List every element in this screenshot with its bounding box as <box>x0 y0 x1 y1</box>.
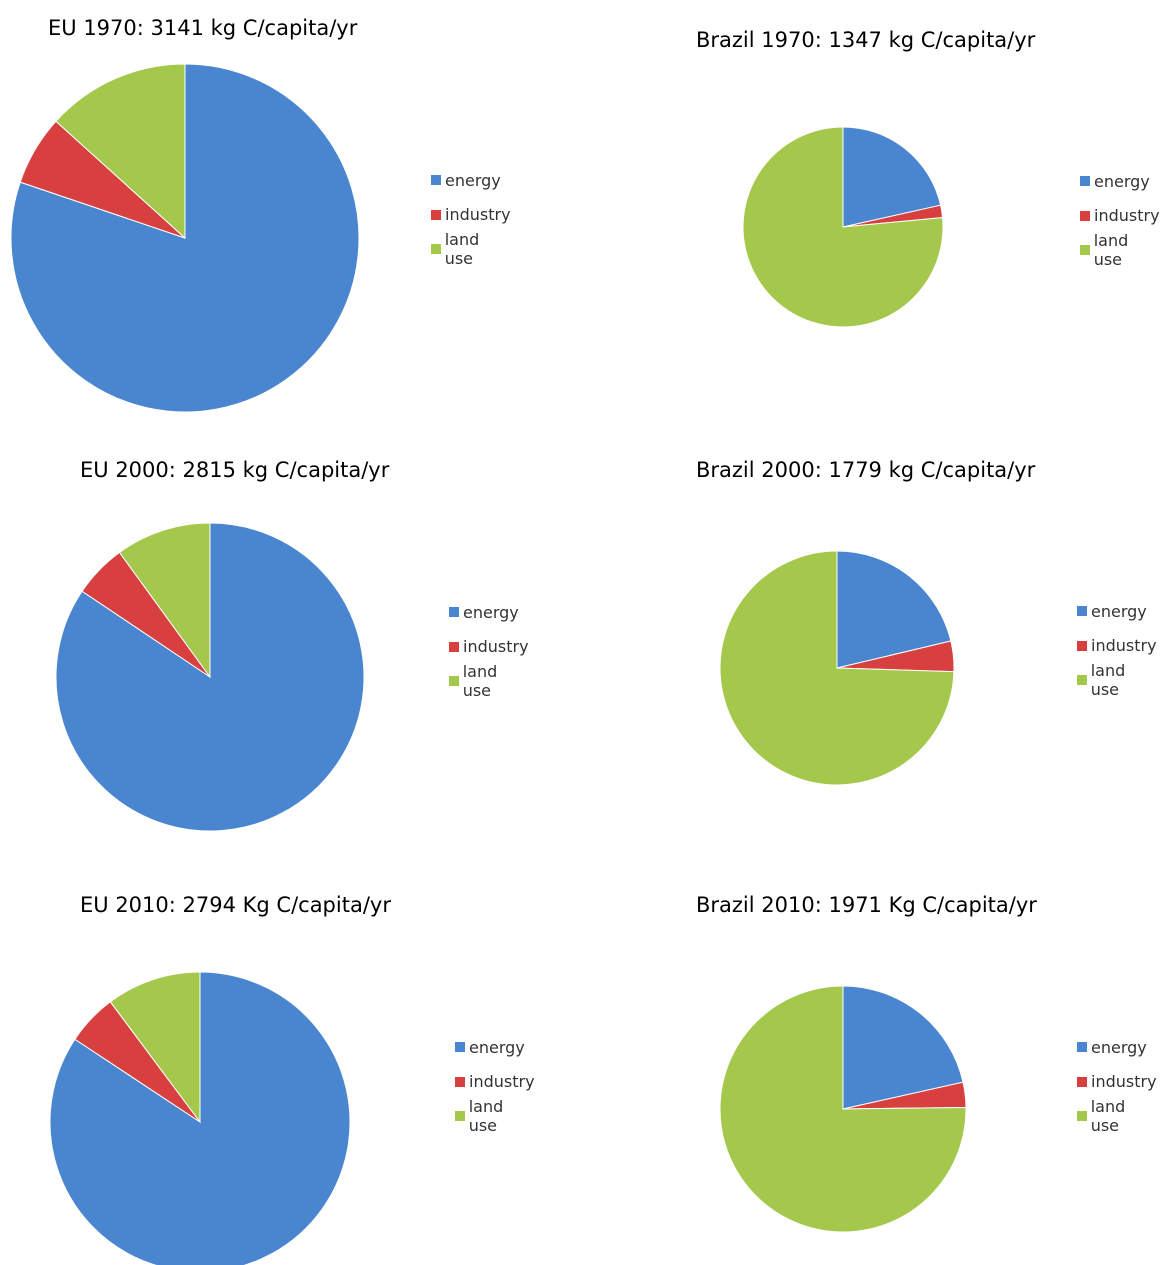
legend-label: industry <box>1091 636 1157 656</box>
legend-swatch <box>1077 606 1087 617</box>
pie-slice-energy <box>842 985 964 1110</box>
chart-title: EU 2010: 2794 Kg C/capita/yr <box>80 893 391 917</box>
legend-item-land-use: land use <box>1077 661 1157 700</box>
legend-swatch <box>1077 1076 1087 1087</box>
legend-item-industry: industry <box>449 630 529 665</box>
legend-swatch <box>449 676 459 687</box>
legend-item-industry: industry <box>1077 629 1157 664</box>
legend-label: land use <box>1090 1097 1126 1136</box>
legend-item-land-use: land use <box>1080 231 1160 270</box>
chart-title: EU 2000: 2815 kg C/capita/yr <box>80 458 390 482</box>
legend-swatch <box>1077 640 1087 651</box>
legend-swatch <box>455 1076 465 1087</box>
legend-swatch <box>1080 210 1090 221</box>
legend-label: energy <box>1091 601 1147 621</box>
legend-item-land-use: land use <box>449 662 529 701</box>
pie-chart <box>55 522 365 832</box>
legend-swatch <box>1077 1042 1087 1053</box>
chart-legend: energy industry land use <box>449 595 529 701</box>
legend-item-industry: industry <box>431 198 511 233</box>
legend-item-industry: industry <box>1080 199 1160 234</box>
legend-swatch <box>449 607 459 618</box>
legend-label: energy <box>1094 171 1150 191</box>
legend-label: land use <box>468 1097 504 1136</box>
legend-swatch <box>455 1111 465 1122</box>
legend-item-energy: energy <box>449 595 529 630</box>
chart-legend: energy industry land use <box>431 163 511 269</box>
pie-slice-land-use <box>719 550 955 786</box>
legend-item-land-use: land use <box>1077 1097 1157 1136</box>
legend-swatch <box>1080 245 1090 256</box>
pie-slice-energy <box>842 126 942 228</box>
legend-swatch <box>1077 1111 1087 1122</box>
pie-chart <box>10 63 360 413</box>
legend-swatch <box>1080 176 1090 187</box>
legend-swatch <box>1077 675 1087 686</box>
legend-label: industry <box>1094 206 1160 226</box>
pie-slice-land-use <box>55 63 186 240</box>
chart-title: Brazil 2010: 1971 Kg C/capita/yr <box>696 893 1037 917</box>
chart-title: Brazil 1970: 1347 kg C/capita/yr <box>696 28 1036 52</box>
chart-legend: energy industry land use <box>1080 164 1160 270</box>
legend-label: energy <box>1091 1037 1147 1057</box>
legend-label: energy <box>445 170 501 190</box>
pie-chart <box>742 126 944 328</box>
legend-swatch <box>431 244 441 255</box>
pie-chart <box>719 985 967 1233</box>
legend-item-energy: energy <box>1080 164 1160 199</box>
legend-swatch <box>455 1042 465 1053</box>
legend-item-energy: energy <box>1077 594 1157 629</box>
legend-item-industry: industry <box>455 1065 535 1100</box>
legend-label: land use <box>1093 231 1129 270</box>
legend-label: energy <box>469 1037 525 1057</box>
pie-slice-energy <box>836 550 952 669</box>
legend-label: industry <box>1091 1072 1157 1092</box>
legend-label: land use <box>462 662 498 701</box>
legend-item-industry: industry <box>1077 1065 1157 1100</box>
legend-item-energy: energy <box>1077 1030 1157 1065</box>
legend-item-energy: energy <box>455 1030 535 1065</box>
pie-slice-land-use <box>118 522 211 679</box>
legend-label: land use <box>444 230 480 269</box>
chart-title: EU 1970: 3141 kg C/capita/yr <box>48 16 358 40</box>
legend-label: land use <box>1090 661 1126 700</box>
legend-swatch <box>431 175 441 186</box>
chart-legend: energy industry land use <box>455 1030 535 1136</box>
pie-slice-land-use <box>742 126 944 328</box>
legend-swatch <box>431 209 441 220</box>
pie-slice-land-use <box>109 971 201 1124</box>
legend-label: industry <box>445 205 511 225</box>
pie-slice-land-use <box>719 985 967 1233</box>
chart-title: Brazil 2000: 1779 kg C/capita/yr <box>696 458 1036 482</box>
legend-item-energy: energy <box>431 163 511 198</box>
chart-legend: energy industry land use <box>1077 594 1157 700</box>
legend-swatch <box>449 641 459 652</box>
legend-item-land-use: land use <box>431 230 511 269</box>
pie-chart <box>719 550 955 786</box>
legend-label: industry <box>469 1072 535 1092</box>
legend-item-land-use: land use <box>455 1097 535 1136</box>
legend-label: industry <box>463 637 529 657</box>
pie-chart <box>49 971 351 1265</box>
chart-legend: energy industry land use <box>1077 1030 1157 1136</box>
legend-label: energy <box>463 602 519 622</box>
